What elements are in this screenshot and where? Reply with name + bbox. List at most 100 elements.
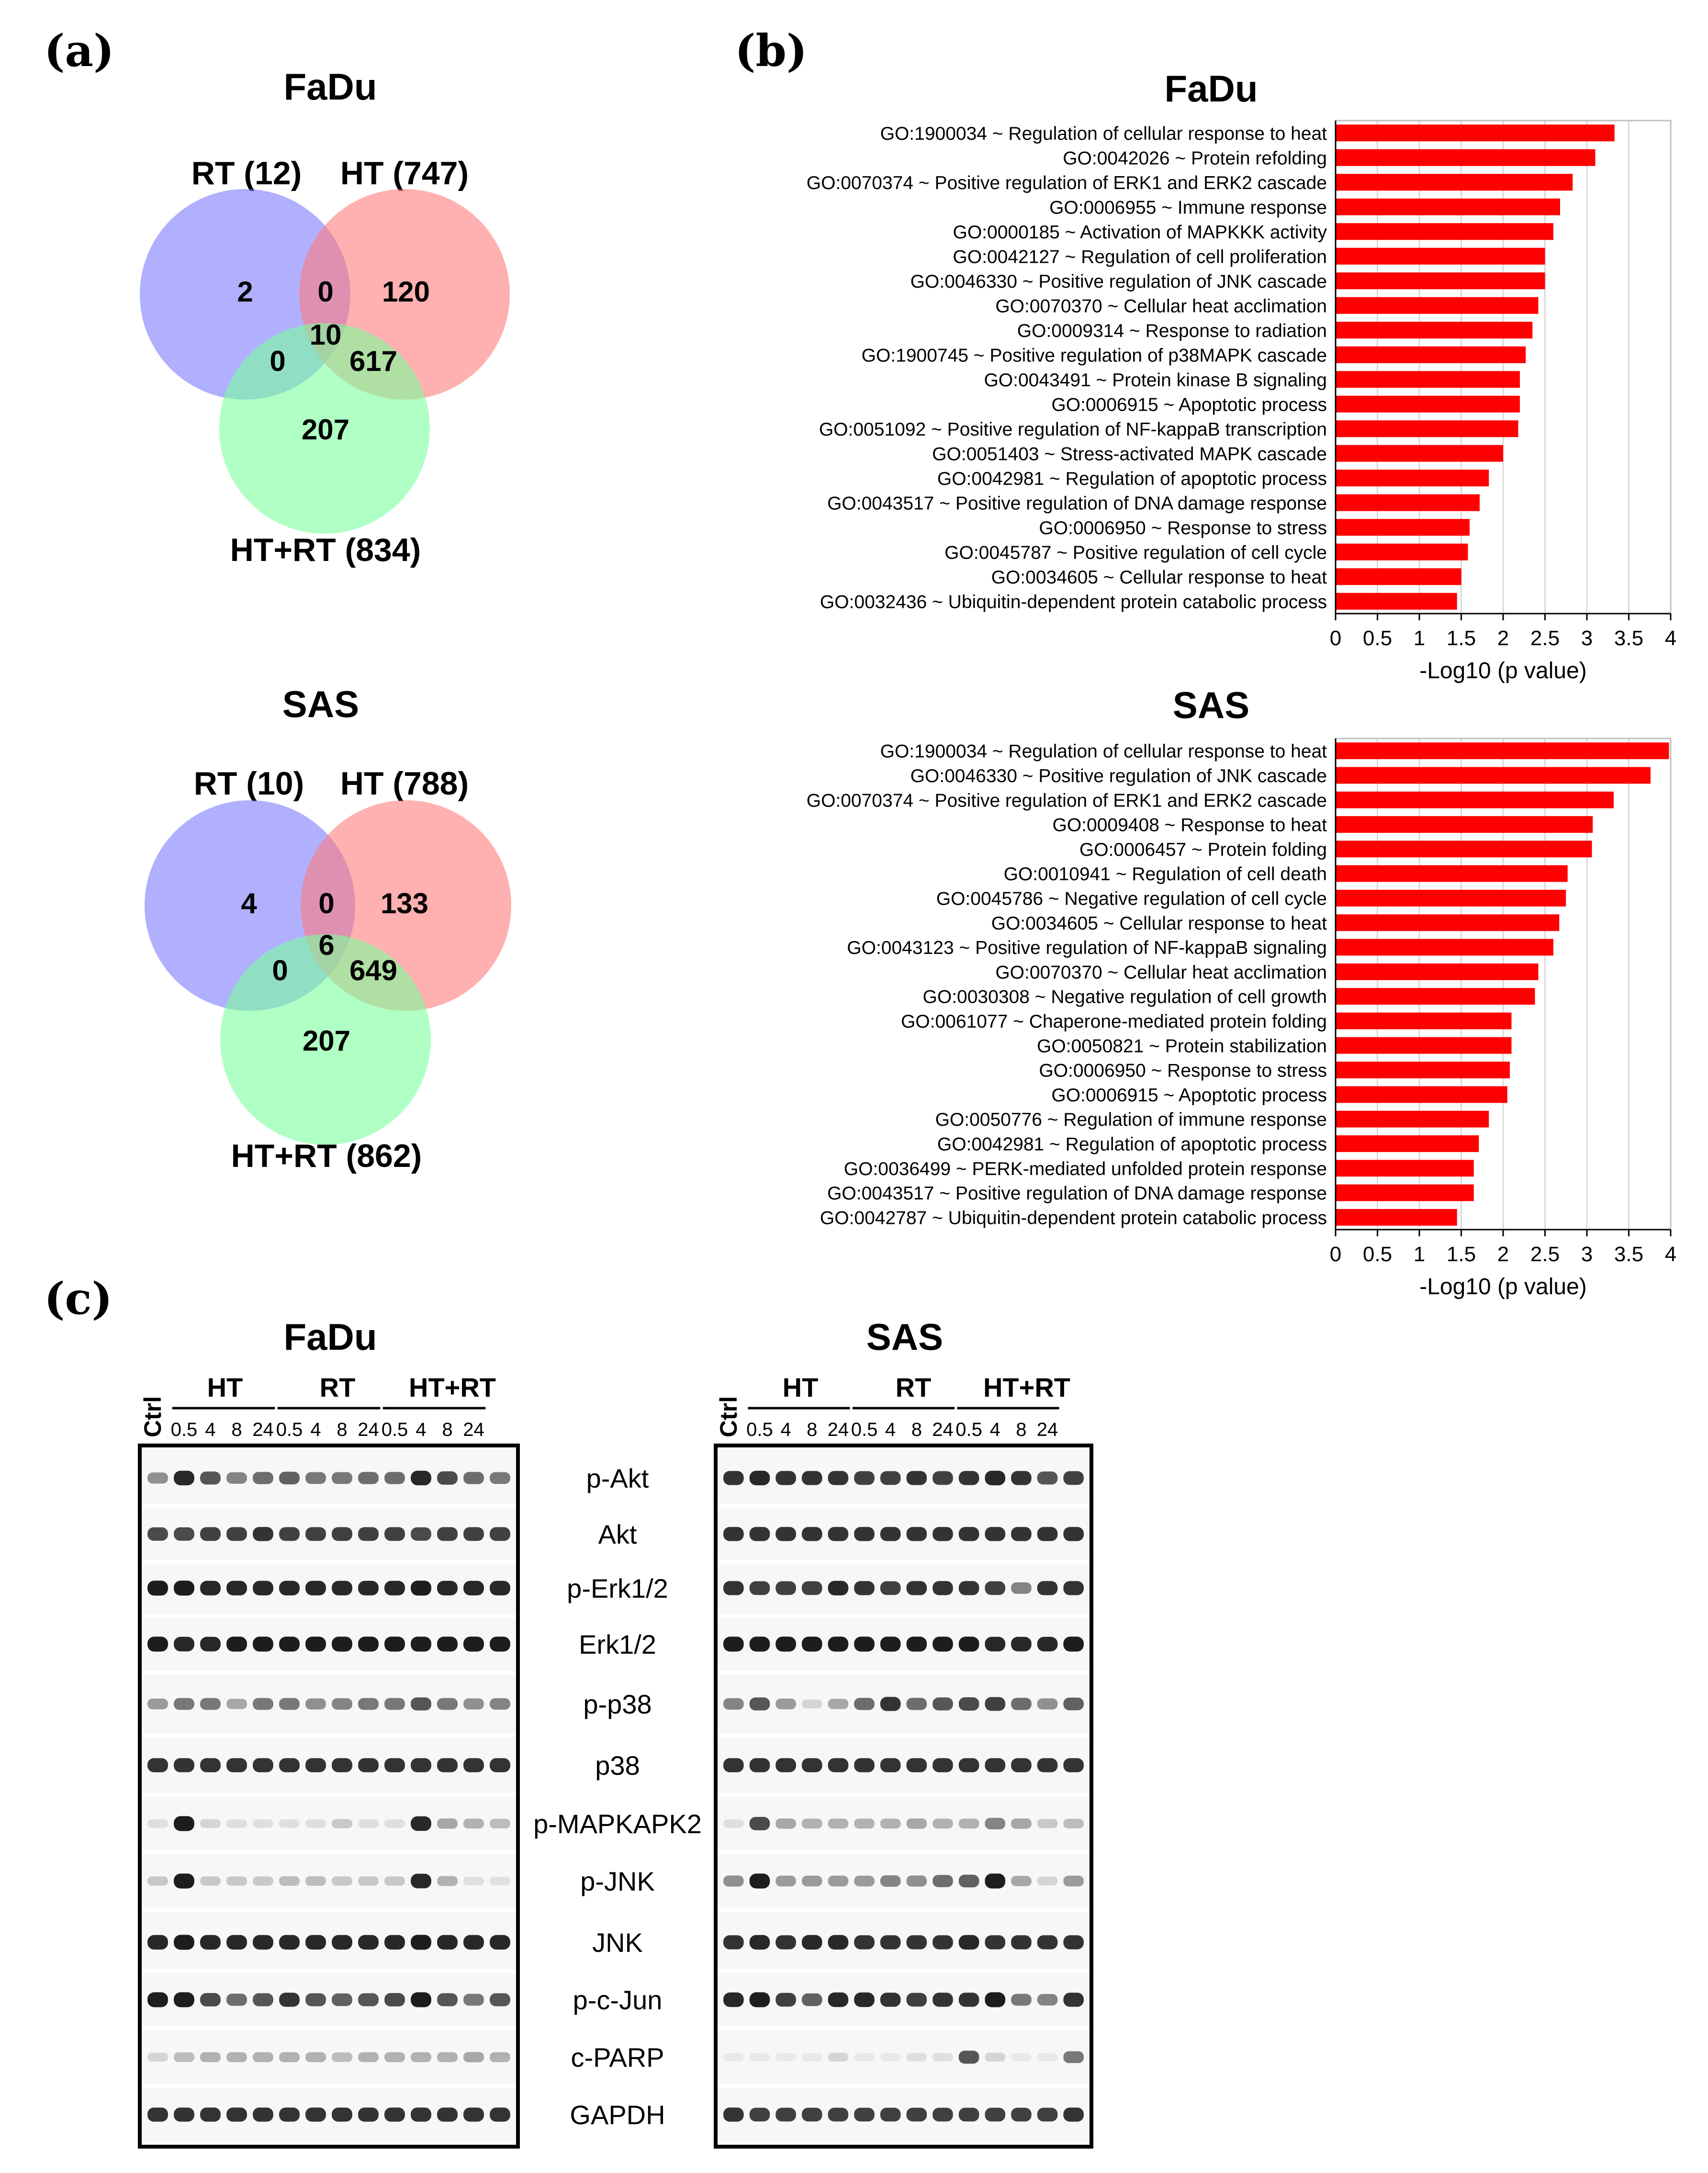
blot-band [880, 1697, 901, 1711]
bar [1336, 445, 1503, 462]
blot-band [332, 1935, 352, 1950]
blot-band [906, 1818, 927, 1829]
venn-sas: SAS RT (10) HT (788) 4 0 133 6 0 649 207… [145, 683, 511, 1174]
blot-band [801, 1471, 822, 1485]
blot-band [358, 1698, 379, 1710]
venn-title: SAS [282, 683, 359, 725]
timepoint-label: 24 [828, 1419, 849, 1440]
blot-band [1063, 1527, 1084, 1541]
blot-band [490, 1527, 510, 1541]
blot-band [1037, 1471, 1058, 1485]
blot-band [200, 2107, 221, 2122]
blot-band [490, 2107, 510, 2122]
blot-band [200, 1527, 221, 1541]
blot-band [985, 2107, 1006, 2122]
category-label: GO:0036499 ~ PERK-mediated unfolded prot… [844, 1159, 1327, 1179]
blot-band [801, 1818, 822, 1829]
blot-band [490, 1819, 510, 1828]
blot-band [958, 1758, 979, 1772]
blot-band [174, 2052, 194, 2062]
blot-band [332, 1580, 352, 1596]
blot-band [854, 1636, 875, 1652]
category-label: GO:1900034 ~ Regulation of cellular resp… [880, 741, 1327, 762]
blot-band [906, 1993, 927, 2007]
blot-band [854, 1875, 875, 1887]
blot-band [723, 1758, 744, 1772]
protein-label: p-Akt [586, 1463, 649, 1493]
blot-band [801, 2053, 822, 2061]
blot-band [958, 1874, 979, 1888]
blot-band [147, 1636, 168, 1652]
category-label: GO:0061077 ~ Chaperone-mediated protein … [901, 1011, 1327, 1032]
blot-band [253, 1758, 273, 1772]
blot-band [723, 1819, 744, 1828]
blot-band [411, 1580, 431, 1596]
ctrl-lane-label: Ctrl [715, 1396, 742, 1437]
x-tick-label: 4 [1665, 1243, 1676, 1266]
blot-band [723, 2053, 744, 2061]
blot-band [279, 1527, 300, 1541]
venn-count-rt-ht: 0 [317, 276, 333, 308]
venn-count-ht-htrt: 649 [349, 954, 397, 986]
blot-protein-labels: p-Akt Akt p-Erk1/2 Erk1/2 p-p38 p38 p-MAPKAPK2… [533, 1463, 702, 2130]
blot-band [358, 1527, 379, 1541]
treatment-group-label: HT [783, 1372, 819, 1402]
blot-band [775, 1993, 796, 2007]
blot-band [828, 1758, 849, 1772]
blot-band [279, 1580, 300, 1596]
category-label: GO:0042787 ~ Ubiquitin-dependent protein… [820, 1208, 1327, 1228]
category-label: GO:0030308 ~ Negative regulation of cell… [923, 987, 1327, 1008]
blot-band [437, 1580, 458, 1596]
timepoint-label: 8 [807, 1419, 817, 1440]
treatment-group-label: RT [320, 1372, 356, 1402]
blot-band [1063, 1819, 1084, 1828]
category-label: GO:0045786 ~ Negative regulation of cell… [936, 888, 1327, 909]
timepoint-label: 0.5 [171, 1419, 198, 1440]
category-label: GO:0043517 ~ Positive regulation of DNA … [827, 1183, 1327, 1204]
blot-band [358, 1935, 379, 1950]
blot-band [906, 1527, 927, 1541]
blot-band [384, 1472, 405, 1484]
category-label: GO:0034605 ~ Cellular response to heat [991, 567, 1327, 588]
blot-band [411, 2107, 431, 2122]
category-label: GO:0043517 ~ Positive regulation of DNA … [827, 493, 1327, 514]
blot-band [775, 1818, 796, 1829]
blot-band [358, 1758, 379, 1772]
x-tick-label: 3.5 [1614, 627, 1643, 650]
blot-band [985, 1873, 1006, 1889]
blot-band [958, 2050, 979, 2064]
blot-band [490, 1993, 510, 2006]
blot-band [1011, 1758, 1032, 1772]
blot-band [906, 1758, 927, 1772]
blot-band [463, 1636, 484, 1652]
blot-band [749, 1636, 770, 1652]
blot-band [332, 1993, 352, 2006]
category-label: GO:0070370 ~ Cellular heat acclimation [995, 296, 1327, 316]
category-label: GO:0032436 ~ Ubiquitin-dependent protein… [820, 592, 1327, 612]
category-label: GO:0006915 ~ Apoptotic process [1051, 1085, 1327, 1106]
panel-label-a: (a) [44, 25, 114, 77]
blot-band [463, 1877, 484, 1885]
blot-band [463, 1994, 484, 2006]
blot-band [958, 1935, 979, 1950]
blot-band [1063, 2051, 1084, 2063]
bar [1336, 1012, 1512, 1030]
blot-band [384, 1698, 405, 1710]
blot-band [200, 1819, 221, 1828]
blot-band [332, 1698, 352, 1710]
blot-band [749, 1873, 770, 1889]
category-label: GO:0006950 ~ Response to stress [1039, 1061, 1327, 1081]
bar [1336, 890, 1566, 907]
blot-band [437, 2052, 458, 2062]
blot-band [305, 1698, 326, 1710]
blot-band [906, 2053, 927, 2061]
blot-band [437, 2107, 458, 2122]
bar [1336, 346, 1526, 363]
bar [1336, 1160, 1474, 1177]
blot-band [749, 1697, 770, 1711]
x-axis-label: -Log10 (p value) [1419, 1274, 1587, 1299]
blot-band [411, 2052, 431, 2062]
blot-band [854, 1527, 875, 1541]
blot-band [985, 1818, 1006, 1829]
blot-band [775, 1758, 796, 1772]
